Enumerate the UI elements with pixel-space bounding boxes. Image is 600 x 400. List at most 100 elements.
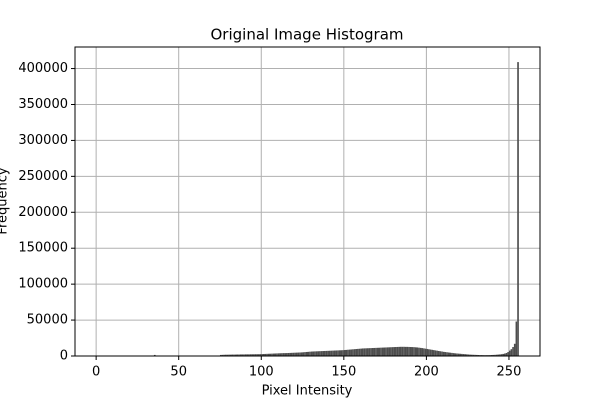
bar <box>404 346 407 356</box>
bar <box>505 352 508 356</box>
bar <box>312 351 315 356</box>
bar <box>378 347 381 356</box>
bar <box>492 354 495 356</box>
bar <box>257 354 260 356</box>
bar <box>226 354 229 356</box>
bar <box>320 351 323 356</box>
bar <box>153 354 156 356</box>
bar <box>253 354 255 356</box>
bar <box>472 354 475 356</box>
bar <box>495 354 498 356</box>
bar <box>497 354 500 356</box>
bar <box>345 349 348 356</box>
bar <box>376 347 379 356</box>
y-tick-label: 150000 <box>18 241 68 256</box>
bar <box>507 352 509 356</box>
bar <box>461 353 463 356</box>
bar <box>219 354 222 356</box>
bar <box>249 354 252 356</box>
bar <box>287 352 290 356</box>
bar <box>490 354 493 356</box>
bar <box>269 353 272 356</box>
bar <box>426 348 429 356</box>
bar <box>452 353 455 356</box>
bar <box>357 348 359 356</box>
bar <box>294 352 296 356</box>
bar <box>386 347 389 356</box>
bar <box>395 347 397 356</box>
bar <box>508 350 511 356</box>
bar <box>457 353 460 356</box>
bar <box>246 354 249 356</box>
bar <box>432 350 435 356</box>
bar <box>299 352 301 356</box>
bar <box>348 349 351 356</box>
bar <box>466 354 468 356</box>
bar <box>241 354 244 356</box>
bar <box>330 350 333 356</box>
bar <box>363 348 366 356</box>
bar <box>467 354 470 356</box>
bar <box>305 351 308 356</box>
bar <box>396 346 399 356</box>
bar <box>419 347 422 356</box>
bar <box>383 347 386 356</box>
bar <box>380 347 382 356</box>
bar <box>512 347 514 356</box>
bar <box>502 353 505 356</box>
bar <box>266 353 268 356</box>
bar <box>499 354 501 356</box>
bar <box>409 347 412 356</box>
x-tick-label: 50 <box>170 365 187 380</box>
bar <box>347 349 349 356</box>
bar <box>290 352 293 356</box>
bar <box>504 353 506 356</box>
bar <box>439 351 442 356</box>
bar <box>282 353 285 356</box>
bar <box>391 347 394 356</box>
bar <box>436 350 438 356</box>
bar <box>310 351 313 356</box>
bar <box>469 354 471 356</box>
bar <box>401 346 404 356</box>
bar <box>414 347 417 356</box>
bar <box>517 62 519 356</box>
y-tick-label: 0 <box>60 349 68 364</box>
bar <box>328 350 331 356</box>
bar <box>424 348 427 356</box>
bar <box>416 347 419 356</box>
x-tick-label: 100 <box>249 365 274 380</box>
bar <box>477 354 480 356</box>
bar <box>248 354 250 356</box>
bar <box>300 352 303 356</box>
bar <box>229 354 232 356</box>
bar <box>494 354 496 356</box>
bar <box>267 353 270 356</box>
bar <box>286 353 288 356</box>
bar <box>398 346 400 356</box>
bar <box>325 350 328 356</box>
bar <box>262 353 265 356</box>
bar <box>449 352 452 356</box>
bar <box>244 354 247 356</box>
bar <box>292 352 295 356</box>
bar <box>446 352 448 356</box>
bar <box>437 350 440 356</box>
bar <box>239 354 242 356</box>
y-tick-label: 250000 <box>18 169 68 184</box>
bar <box>277 353 280 356</box>
bar <box>350 349 353 356</box>
bar <box>314 351 316 356</box>
bar <box>462 354 465 356</box>
bar <box>393 347 396 356</box>
bar <box>456 353 458 356</box>
bar <box>388 347 391 356</box>
bar <box>365 348 367 356</box>
y-tick-label: 50000 <box>27 313 68 328</box>
bar <box>368 348 371 356</box>
bar <box>271 353 273 356</box>
bar <box>353 349 356 356</box>
bar <box>390 347 392 356</box>
bar <box>297 352 300 356</box>
bar <box>431 349 433 356</box>
